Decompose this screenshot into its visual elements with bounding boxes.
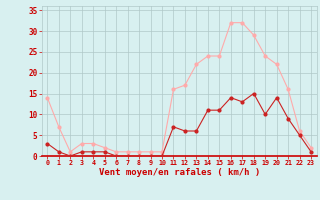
X-axis label: Vent moyen/en rafales ( km/h ): Vent moyen/en rafales ( km/h )	[99, 168, 260, 177]
